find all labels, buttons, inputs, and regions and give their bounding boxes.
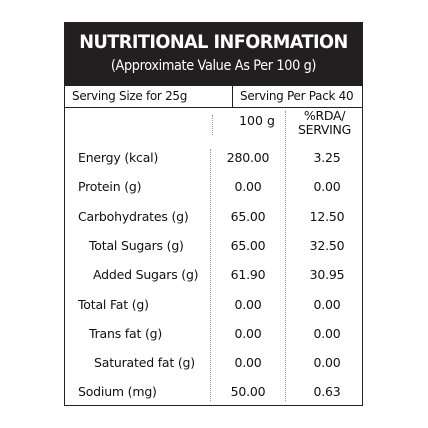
- nutrient-name: Total Sugars (g): [89, 238, 184, 253]
- table-row: Energy (kcal) 280.00 3.25: [65, 150, 362, 168]
- table-row: Trans fat (g) 0.00 0.00: [65, 326, 362, 344]
- nutrition-header: NUTRITIONAL INFORMATION (Approximate Val…: [65, 23, 362, 86]
- nutrient-name: Added Sugars (g): [93, 267, 199, 282]
- column-divider: [210, 149, 211, 401]
- value-100g: 50.00: [230, 384, 266, 399]
- panel-subtitle: (Approximate Value As Per 100 g): [110, 58, 317, 74]
- value-rda: 0.63: [313, 384, 341, 399]
- nutrient-name: Trans fat (g): [89, 326, 163, 341]
- value-100g: 65.00: [230, 238, 266, 253]
- value-100g: 280.00: [226, 150, 270, 165]
- column-header-100g: 100 g: [239, 113, 275, 128]
- value-rda: 32.50: [309, 238, 345, 253]
- nutrient-name: Saturated fat (g): [94, 355, 195, 370]
- value-100g: 65.00: [230, 209, 266, 224]
- value-rda: 0.00: [313, 355, 341, 370]
- value-rda: 0.00: [313, 179, 341, 194]
- serving-divider: [232, 86, 233, 107]
- column-header-rda: %RDA/ SERVING: [287, 109, 362, 137]
- serving-info-row: Serving Size for 25g Serving Per Pack 40: [65, 86, 362, 108]
- column-divider: [212, 115, 213, 135]
- table-row: Total Sugars (g) 65.00 32.50: [65, 238, 362, 256]
- value-rda: 0.00: [313, 326, 341, 341]
- value-100g: 0.00: [234, 297, 262, 312]
- nutrient-name: Energy (kcal): [78, 150, 159, 165]
- value-rda: 0.00: [313, 297, 341, 312]
- value-rda: 12.50: [309, 209, 345, 224]
- serving-size: Serving Size for 25g: [72, 89, 188, 103]
- serving-label: SERVING: [297, 122, 351, 137]
- value-100g: 0.00: [234, 179, 262, 194]
- column-divider: [285, 111, 286, 401]
- table-row: Carbohydrates (g) 65.00 12.50: [65, 209, 362, 227]
- value-rda: 3.25: [313, 150, 341, 165]
- table-row: Sodium (mg) 50.00 0.63: [65, 384, 362, 402]
- table-row: Added Sugars (g) 61.90 30.95: [65, 267, 362, 285]
- value-100g: 61.90: [230, 267, 266, 282]
- rda-label: %RDA/: [303, 108, 346, 123]
- value-100g: 0.00: [234, 326, 262, 341]
- servings-per-pack: Serving Per Pack 40: [240, 89, 354, 103]
- nutrient-name: Protein (g): [78, 179, 142, 194]
- nutrient-name: Carbohydrates (g): [78, 209, 189, 224]
- nutrition-panel: NUTRITIONAL INFORMATION (Approximate Val…: [64, 22, 363, 406]
- value-100g: 0.00: [234, 355, 262, 370]
- table-row: Protein (g) 0.00 0.00: [65, 179, 362, 197]
- table-row: Total Fat (g) 0.00 0.00: [65, 297, 362, 315]
- value-rda: 30.95: [309, 267, 345, 282]
- panel-title: NUTRITIONAL INFORMATION: [79, 31, 348, 53]
- nutrient-name: Total Fat (g): [78, 297, 149, 312]
- table-row: Saturated fat (g) 0.00 0.00: [65, 355, 362, 373]
- nutrient-name: Sodium (mg): [78, 384, 157, 399]
